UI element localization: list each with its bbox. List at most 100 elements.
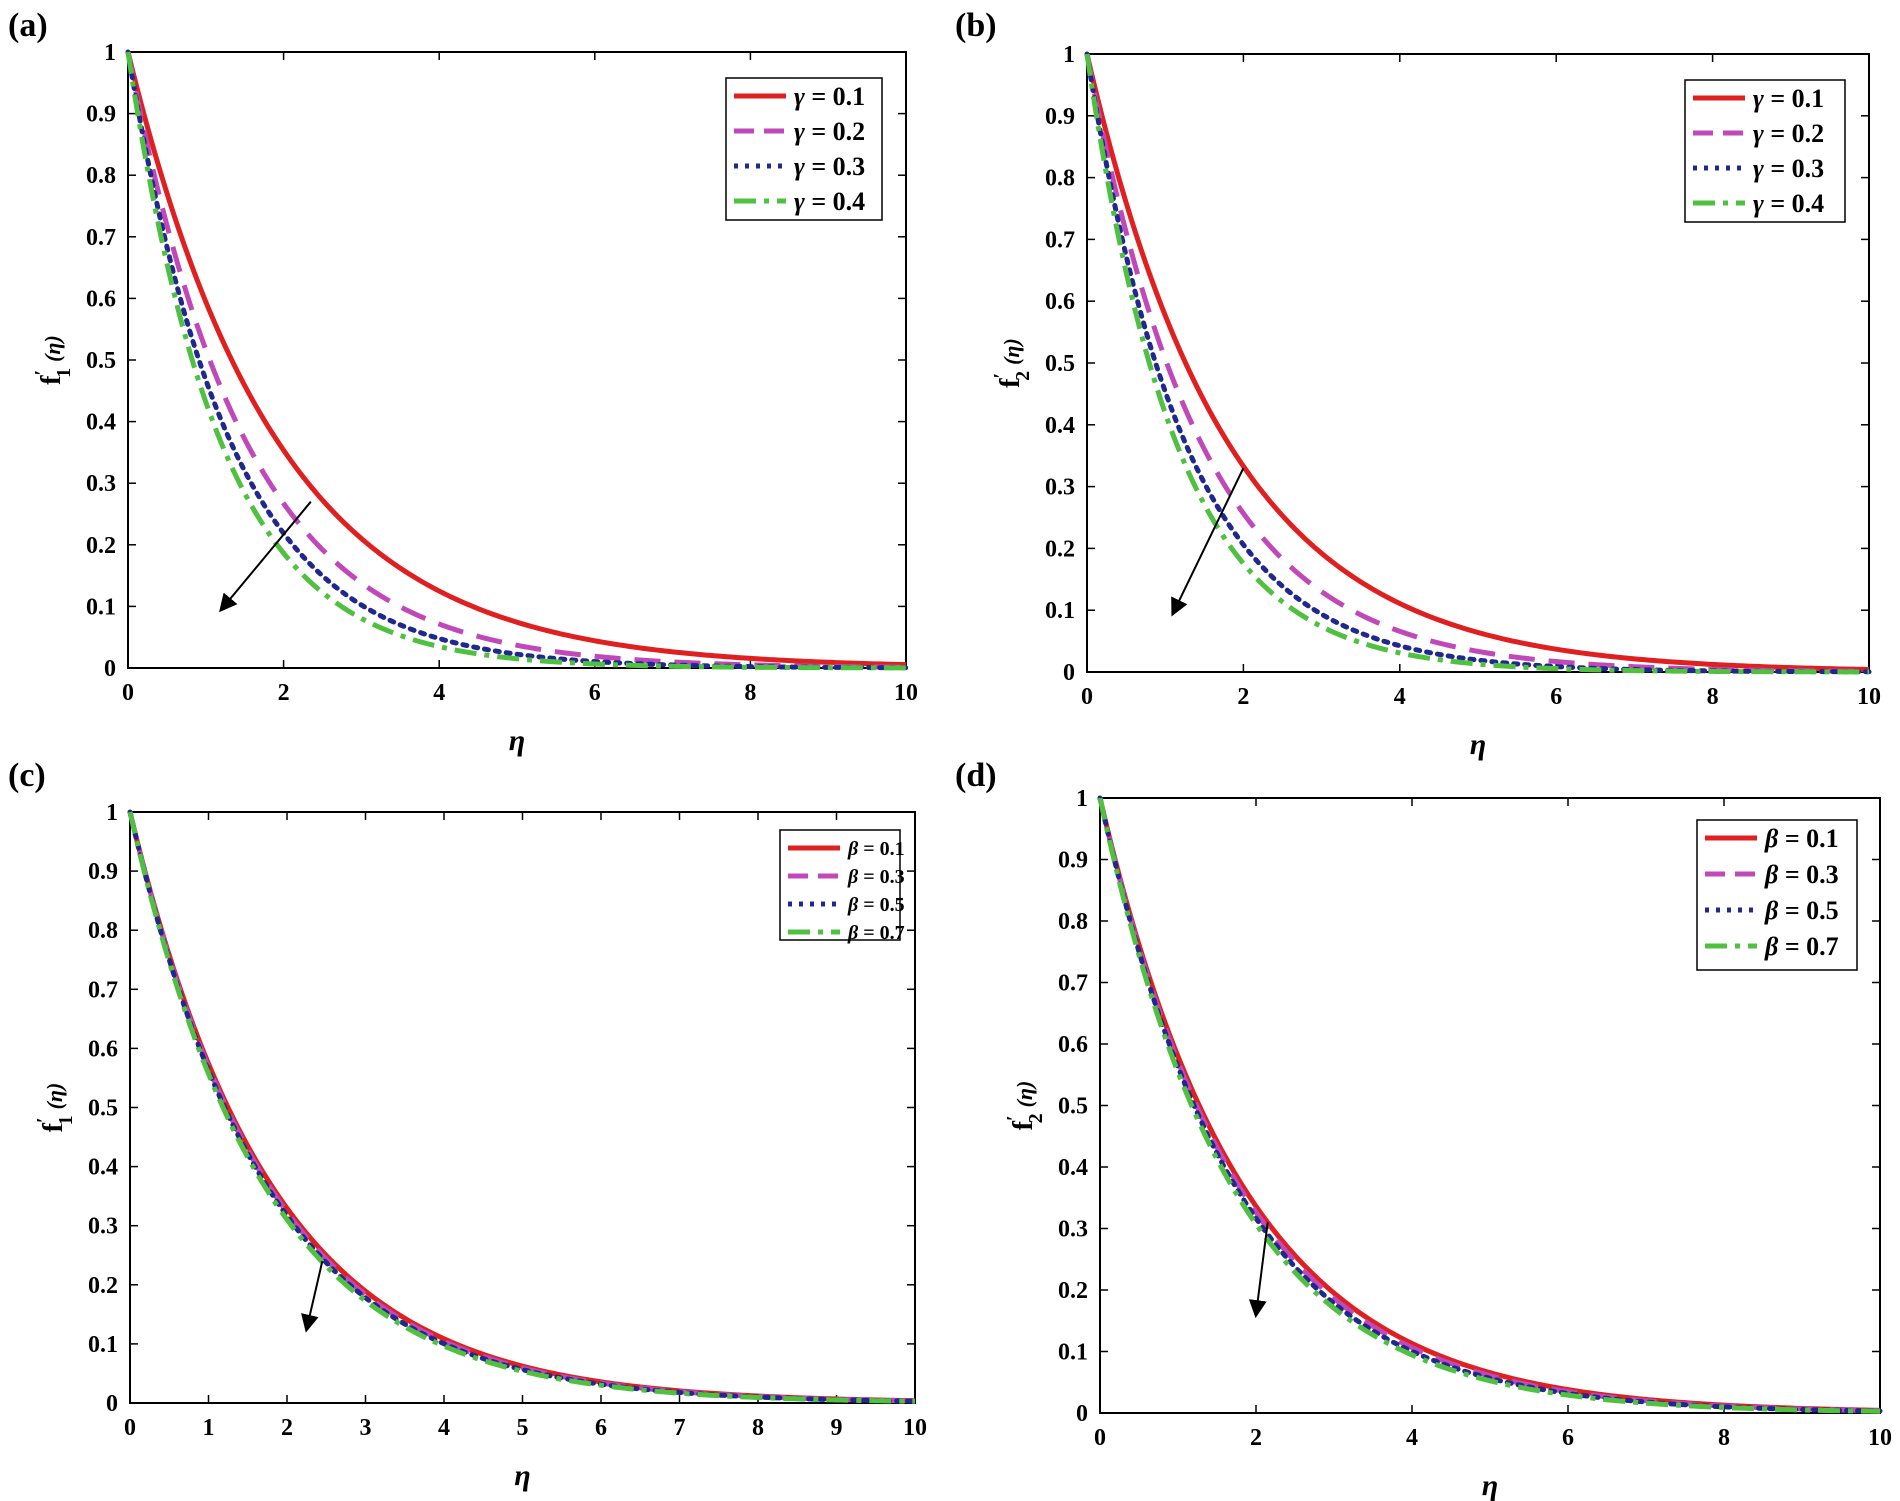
x-axis-label: η [1470,728,1486,761]
legend-symbol: β [1764,932,1785,961]
x-tick-label: 2 [278,680,290,706]
y-tick-label: 0.5 [86,348,116,374]
y-tick-label: 0.4 [86,410,116,436]
y-tick-label: 0.4 [1045,413,1075,439]
series-line-1 [125,51,907,668]
y-tick-label: 1 [106,800,118,826]
y-axis-label-sub: 2 [1012,371,1034,381]
y-tick-label: 0.4 [1058,1155,1088,1181]
legend-value: = 0.3 [1785,860,1839,889]
x-axis-label: η [1482,1469,1498,1501]
y-tick-label: 0.6 [1058,1032,1088,1058]
legend: β = 0.1β = 0.3β = 0.5β = 0.7 [1696,819,1858,971]
y-tick-label: 0.3 [86,471,116,497]
legend-value: = 0.1 [811,82,865,111]
legend-value: = 0.2 [811,117,865,146]
trend-arrow [1248,1222,1269,1319]
y-axis-label-arg: (η) [999,338,1024,365]
chart-panel-c: (c) 0 1 2 3 4 5 6 7 8 9 10 0 0.1 0.2 0.3 0.4 0.5 0.6 0.7 0.8… [8,757,927,1492]
x-tick-label: 0 [122,680,134,706]
y-axis-label-prime: ′ [990,373,1012,379]
y-tick-label: 0.5 [1058,1094,1088,1120]
legend-entry-3: β = 0.5 [847,894,905,916]
x-axis-label: η [509,724,525,757]
y-tick-label: 0.3 [1058,1217,1088,1243]
series-line-1 [1084,53,1870,672]
panel-label: (b) [955,7,997,44]
y-tick-label: 0.6 [88,1036,118,1062]
legend-symbol: γ [794,82,811,111]
x-tick-label: 2 [1250,1425,1262,1451]
legend-box [725,77,883,221]
x-tick-label: 5 [517,1415,529,1441]
x-tick-label: 6 [1562,1425,1574,1451]
trend-arrow [301,1260,324,1333]
y-tick-label: 0.6 [86,286,116,312]
legend-value: = 0.3 [863,866,904,888]
x-tick-label: 4 [1394,684,1406,710]
y-tick-label: 0.3 [88,1214,118,1240]
legend-symbol: β [847,894,863,916]
y-tick-label: 1 [1076,786,1088,812]
x-tick-label: 6 [1550,684,1562,710]
legend-entry-2: β = 0.3 [847,866,905,888]
chart-panel-b: (b) 0 2 4 6 8 10 0 0.1 0.2 0.3 0.4 0.5 0.6 0.7 0.8 0.9 1 η… [955,7,1881,761]
legend-value: = 0.1 [1770,84,1824,113]
y-tick-label: 1 [1063,42,1075,68]
y-tick-label: 0 [106,1391,118,1417]
legend-symbol: γ [1753,189,1770,218]
y-axis-label-main: f [36,375,67,385]
y-tick-label: 0.1 [1045,598,1075,624]
y-axis-label: f′2 (η) [1003,1081,1047,1131]
y-tick-label: 0.5 [1045,351,1075,377]
x-tick-label: 6 [595,1415,607,1441]
legend-entry-2: γ = 0.2 [794,117,865,146]
x-tick-label: 6 [589,680,601,706]
y-axis-label-main: f [1008,1120,1039,1130]
y-axis-label-sub: 1 [53,368,75,378]
x-tick-label: 9 [831,1415,843,1441]
x-tick-label: 8 [752,1415,764,1441]
y-tick-label: 0.2 [1045,536,1075,562]
y-tick-label: 0.9 [1045,104,1075,130]
legend: β = 0.1β = 0.3β = 0.5β = 0.7 [779,829,905,944]
chart-panel-d: (d) 0 2 4 6 8 10 0 0.1 0.2 0.3 0.4 0.5 0.6 0.7 0.8 0.9 1 η… [955,757,1892,1501]
x-tick-label: 10 [1857,684,1881,710]
legend-value: = 0.1 [863,838,904,860]
y-tick-label: 0.1 [1058,1340,1088,1366]
x-axis-label: η [514,1459,530,1492]
legend-entry-4: β = 0.7 [847,922,905,944]
y-axis-label: f′1 (η) [31,335,75,385]
y-tick-label: 0.2 [88,1273,118,1299]
panel-label: (d) [955,757,997,794]
y-axis-label-prime: ′ [33,1117,55,1123]
legend-symbol: β [847,922,863,944]
y-axis-label-sub: 1 [55,1115,77,1125]
legend-entry-4: β = 0.7 [1764,932,1839,961]
y-tick-label: 0.8 [1045,166,1075,192]
legend: γ = 0.1γ = 0.2γ = 0.3γ = 0.4 [1684,79,1846,223]
y-tick-label: 0.7 [88,977,118,1003]
y-axis-label-prime: ′ [1003,1115,1025,1121]
legend-symbol: β [847,866,863,888]
legend-value: = 0.7 [1785,932,1839,961]
legend-entry-1: β = 0.1 [1764,824,1839,853]
x-tick-label: 1 [203,1415,215,1441]
series-line-4 [127,811,916,1404]
y-tick-label: 0 [1063,660,1075,686]
legend-entry-2: β = 0.3 [1764,860,1839,889]
y-tick-label: 0.2 [86,533,116,559]
x-tick-label: 4 [433,680,445,706]
y-tick-label: 1 [104,40,116,66]
panel-label: (c) [8,757,46,794]
legend-entry-1: γ = 0.1 [1753,84,1824,113]
legend-symbol: γ [1753,84,1770,113]
legend-symbol: β [1764,824,1785,853]
y-tick-label: 0.8 [1058,909,1088,935]
legend-value: = 0.7 [863,922,904,944]
legend-value: = 0.2 [1770,119,1824,148]
legend-value: = 0.3 [811,152,865,181]
y-axis-label-main: f [38,1122,69,1132]
legend-symbol: γ [794,187,811,216]
